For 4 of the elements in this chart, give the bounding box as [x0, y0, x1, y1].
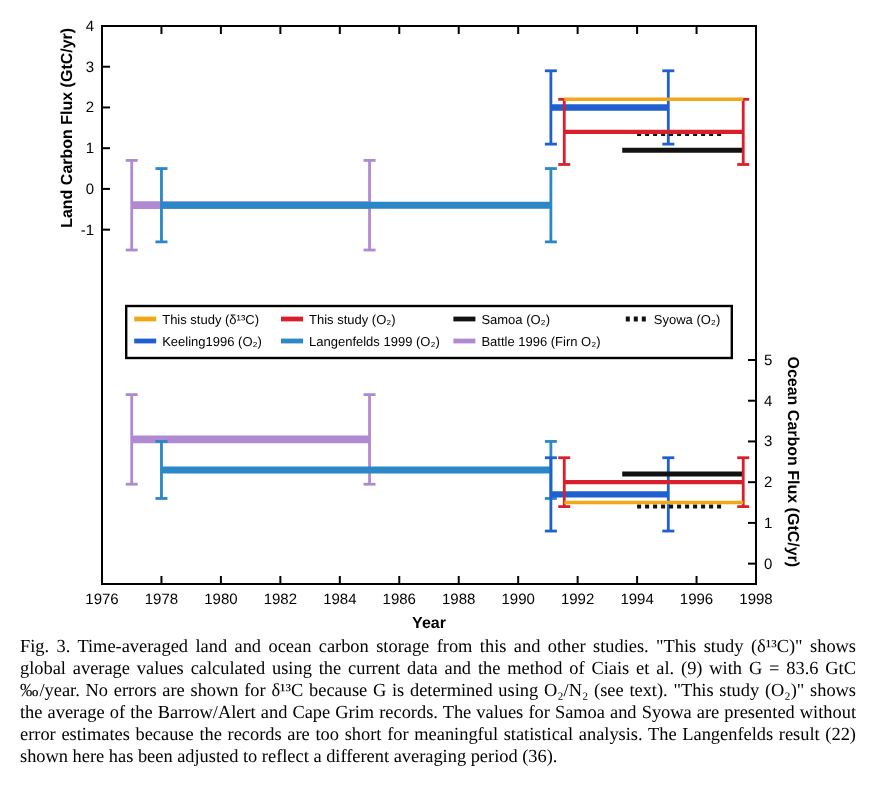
caption: Fig. 3. Time-averaged land and ocean carbon storage from this and other studies. "This study (δ¹³C)" shows global average values calculated using the current data and the method of Ciais et al. (9) with G = 83.6 GtC ‰/year. No errors are shown for δ¹³C because G is determined using O₂/N₂ (see text). "This study (O₂)" shows the average of the Barrow/Alert and Cape Grim records. The values for Samoa and Syowa are presented without error estimates because the records are too short for meaningful statistical analysis. The Langenfelds result (22) shown here has been adjusted to reflect a different averaging period (36).	[20, 636, 856, 768]
y2-axis-title: Ocean Carbon Flux (GtC/yr)	[784, 356, 802, 568]
x-axis-title: Year	[412, 614, 446, 632]
y-axis-title: Land Carbon Flux (GtC/yr)	[58, 27, 76, 228]
